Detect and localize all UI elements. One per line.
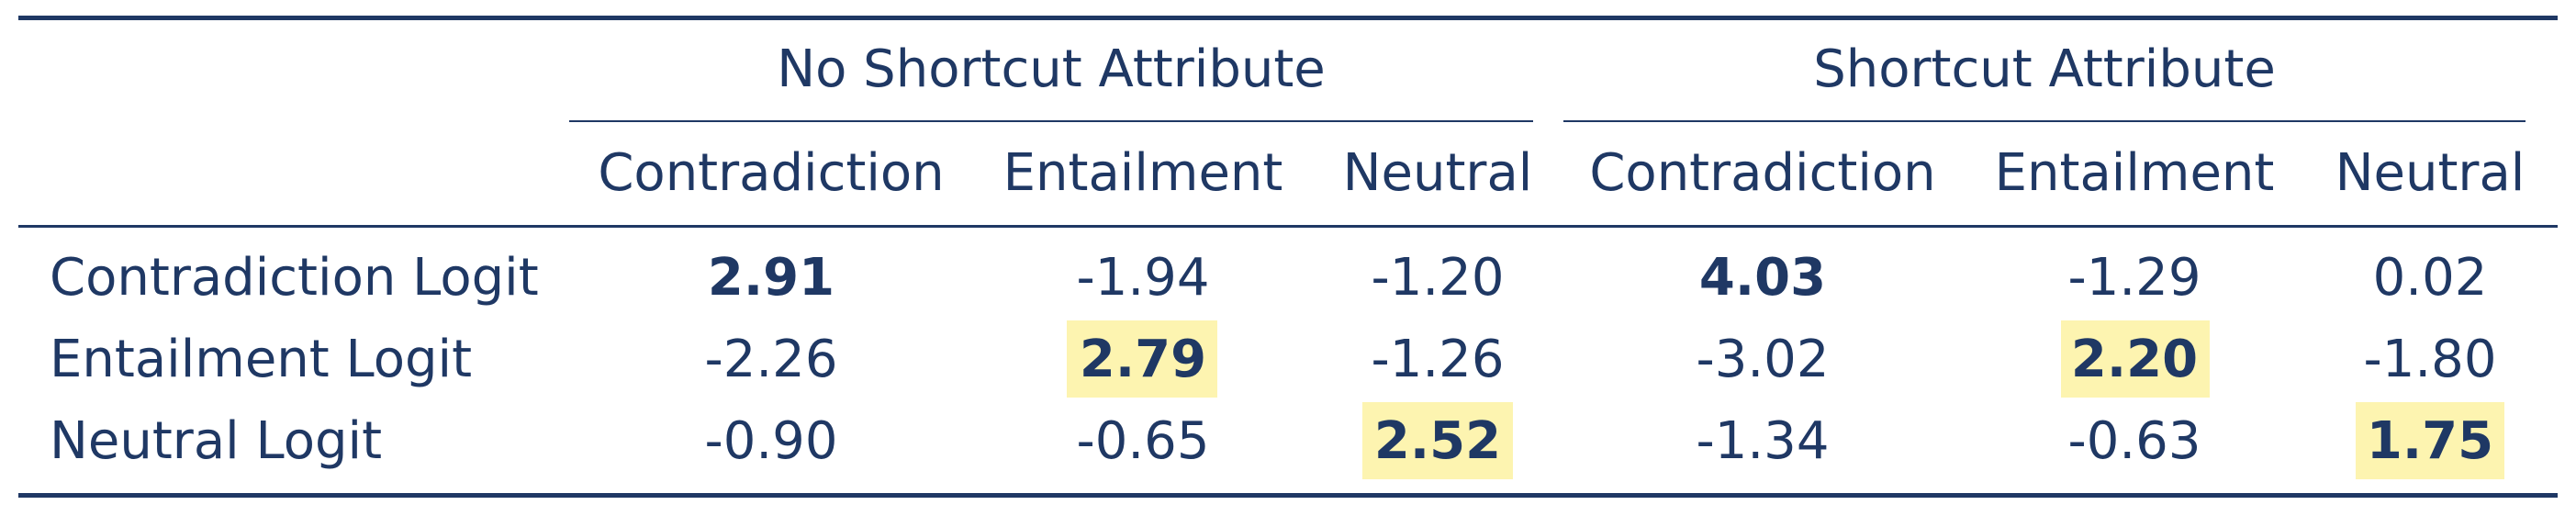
table-cell: 4.03 (1698, 248, 1827, 308)
highlight-neutral-shortcut (2356, 402, 2504, 479)
table-cell: -0.65 (1076, 411, 1210, 471)
table-cell: -0.63 (2067, 411, 2201, 471)
table-cell: -1.94 (1076, 248, 1210, 308)
row-label-neutral-logit: Neutral Logit (50, 411, 383, 471)
header-rule (18, 225, 2558, 228)
column-header-entailment: Entailment (1994, 143, 2275, 203)
group-underline-no-shortcut (569, 120, 1533, 122)
table-cell: 2.52 (1373, 411, 1502, 471)
column-header-neutral: Neutral (1342, 143, 1533, 203)
table-cell: -3.02 (1696, 330, 1830, 389)
table-cell: 1.75 (2366, 411, 2494, 471)
table-cell: -1.26 (1371, 330, 1505, 389)
table-cell: -2.26 (704, 330, 838, 389)
table-cell: 2.20 (2070, 330, 2199, 389)
table-cell: -0.90 (704, 411, 838, 471)
table-cell: -1.80 (2363, 330, 2497, 389)
group-header-no-shortcut: No Shortcut Attribute (777, 39, 1326, 99)
group-underline-shortcut (1563, 120, 2526, 122)
highlight-entailment-shortcut (2061, 320, 2210, 398)
column-header-neutral: Neutral (2335, 143, 2526, 203)
column-header-contradiction: Contradiction (598, 143, 945, 203)
highlight-entailment-no-shortcut (1067, 320, 1217, 398)
row-label-entailment-logit: Entailment Logit (50, 330, 473, 389)
table-cell: 2.79 (1079, 330, 1207, 389)
bottom-rule (18, 493, 2558, 498)
row-label-contradiction-logit: Contradiction Logit (50, 248, 539, 308)
table-cell: -1.20 (1371, 248, 1505, 308)
column-header-entailment: Entailment (1002, 143, 1283, 203)
highlight-neutral-no-shortcut (1362, 402, 1513, 479)
table-cell: 0.02 (2372, 248, 2488, 308)
table-cell: -1.34 (1696, 411, 1830, 471)
group-header-shortcut: Shortcut Attribute (1813, 39, 2276, 99)
table-cell: -1.29 (2067, 248, 2201, 308)
table-cell: 2.91 (707, 248, 835, 308)
column-header-contradiction: Contradiction (1589, 143, 1936, 203)
top-rule (18, 16, 2558, 20)
